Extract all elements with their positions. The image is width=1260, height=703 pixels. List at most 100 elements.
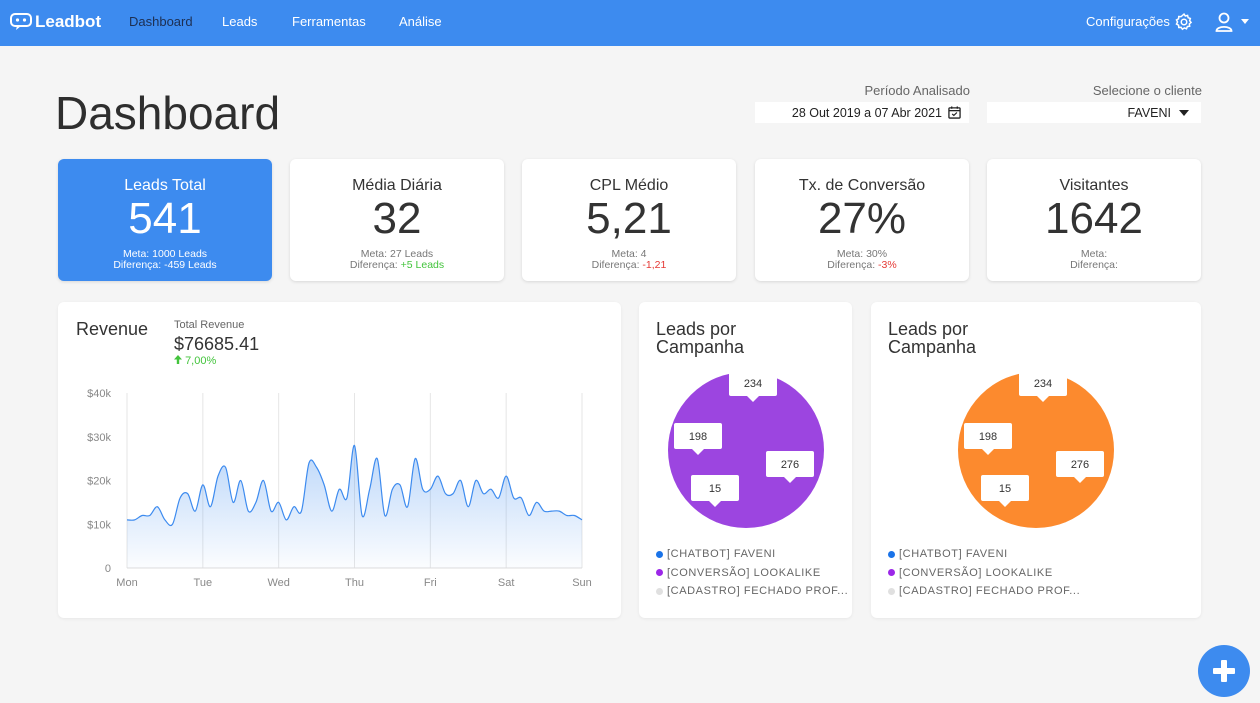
plus-icon [1213, 660, 1235, 682]
kpi-value: 541 [128, 194, 202, 243]
kpi-meta: Meta: [1080, 248, 1108, 260]
revenue-line [126, 444, 583, 527]
user-menu-caret-icon[interactable] [1241, 19, 1249, 24]
data-label-pointer [982, 449, 994, 455]
data-label-text: 198 [979, 431, 997, 443]
legend-dot [656, 569, 663, 577]
pie-title: Leads por Campanha [656, 319, 745, 357]
y-tick-label: $30k [87, 432, 111, 444]
total-revenue-value: $76685.41 [174, 334, 260, 354]
kpi-diff: Diferença: +5 Leads [349, 259, 445, 271]
kpi-value: 27% [817, 194, 907, 243]
client-select[interactable]: FAVENI [987, 102, 1201, 123]
legend-item[interactable]: [CONVERSÃO] LOOKALIKE [888, 564, 1080, 583]
add-button[interactable] [1198, 645, 1250, 697]
data-label-bubble [729, 370, 777, 396]
y-tick-label: $20k [87, 476, 111, 488]
kpi-title: Leads Total [124, 177, 206, 194]
revenue-area [127, 445, 582, 568]
pie-data-label: 198 [674, 423, 722, 455]
data-label-text: 198 [689, 431, 707, 443]
pie-legend: [CHATBOT] FAVENI [CONVERSÃO] LOOKALIKE [… [888, 545, 1080, 601]
nav-ferramentas[interactable]: Ferramentas [292, 14, 366, 29]
data-label-bubble [674, 423, 722, 449]
data-label-text: 15 [999, 483, 1011, 495]
total-revenue-label: Total Revenue [174, 319, 245, 331]
pie-chart: 234 276 15 198 [668, 370, 824, 528]
kpi-diff: Diferença: -459 Leads [113, 259, 217, 271]
x-tick-label: Fri [424, 577, 437, 589]
kpi-card-media-diaria[interactable]: Média Diária 32 Meta: 27 Leads Diferença… [290, 159, 504, 281]
pie-data-label: 15 [691, 475, 739, 507]
user-icon[interactable] [1215, 12, 1233, 32]
legend-item[interactable]: [CHATBOT] FAVENI [656, 545, 848, 564]
top-navbar: Leadbot Dashboard Leads Ferramentas Anál… [0, 0, 1260, 46]
data-label-text: 234 [744, 378, 762, 390]
nav-leads[interactable]: Leads [222, 14, 258, 29]
data-label-pointer [692, 449, 704, 455]
x-tick-label: Sat [498, 577, 515, 589]
data-label-bubble [1056, 451, 1104, 477]
settings-link[interactable]: Configurações [1086, 14, 1170, 29]
legend-item[interactable]: [CADASTRO] FECHADO PROF... [656, 582, 848, 601]
period-picker[interactable]: 28 Out 2019 a 07 Abr 2021 [755, 102, 969, 123]
kpi-card-tx-conversao[interactable]: Tx. de Conversão 27% Meta: 30% Diferença… [755, 159, 969, 281]
legend-item[interactable]: [CHATBOT] FAVENI [888, 545, 1080, 564]
kpi-card-cpl-medio[interactable]: CPL Médio 5,21 Meta: 4 Diferença: -1,21 [522, 159, 736, 281]
revenue-area-chart: 0 $10k $20k $30k $40k Mon Tue Wed Thu Fri Sat Sun [87, 388, 592, 589]
nav-analise[interactable]: Análise [399, 14, 442, 29]
chevron-down-icon [1179, 109, 1189, 116]
kpi-value: 32 [372, 194, 422, 243]
client-value: FAVENI [1127, 105, 1171, 120]
kpi-value: 1642 [1045, 194, 1143, 243]
x-tick-label: Thu [345, 577, 364, 589]
kpi-title: Visitantes [1059, 177, 1129, 194]
pie-data-label: 198 [964, 423, 1012, 455]
kpi-diff: Diferença: -3% [827, 259, 897, 271]
pie-data-label: 276 [1056, 451, 1104, 483]
pie-data-label: 276 [766, 451, 814, 483]
x-tick-label: Tue [194, 577, 213, 589]
data-label-bubble [691, 475, 739, 501]
revenue-title: Revenue [76, 319, 149, 339]
legend-dot [888, 587, 895, 595]
period-value: 28 Out 2019 a 07 Abr 2021 [791, 105, 942, 120]
data-label-bubble [766, 451, 814, 477]
legend-item[interactable]: [CONVERSÃO] LOOKALIKE [656, 564, 848, 583]
gear-icon[interactable] [1174, 12, 1194, 32]
x-tick-label: Sun [572, 577, 592, 589]
kpi-title: CPL Médio [589, 177, 669, 194]
kpi-diff: Diferença: [1070, 259, 1118, 271]
pie-legend: [CHATBOT] FAVENI [CONVERSÃO] LOOKALIKE [… [656, 545, 848, 601]
y-tick-label: 0 [105, 563, 111, 575]
pie-chart: 234 276 15 198 [958, 370, 1114, 528]
kpi-card-leads-total[interactable]: Leads Total 541 Meta: 1000 Leads Diferen… [58, 159, 272, 281]
pie-panel-2: Leads por Campanha 234 276 15 198 [CHATBOT] … [871, 302, 1201, 618]
kpi-title: Tx. de Conversão [798, 177, 926, 194]
pie-data-label: 15 [981, 475, 1029, 507]
kpi-diff-value: +5 Leads [400, 259, 445, 271]
page-title: Dashboard [55, 87, 281, 139]
data-label-text: 276 [781, 459, 799, 471]
brand-name: Leadbot [35, 12, 102, 31]
legend-dot [888, 569, 895, 577]
period-label: Período Analisado [864, 83, 970, 98]
kpi-title: Média Diária [352, 177, 442, 194]
legend-item[interactable]: [CADASTRO] FECHADO PROF... [888, 582, 1080, 601]
data-label-text: 276 [1071, 459, 1089, 471]
chat-bot-icon [10, 13, 32, 30]
arrow-up-icon [174, 355, 182, 364]
pie-panel-1: Leads por Campanha 234 276 15 198 [CHATBOT] … [639, 302, 852, 618]
brand-logo[interactable]: Leadbot [10, 11, 101, 33]
data-label-pointer [1074, 477, 1086, 483]
kpi-diff-value: -459 Leads [164, 259, 217, 271]
legend-dot [656, 550, 663, 558]
client-label: Selecione o cliente [1092, 83, 1202, 98]
data-label-text: 234 [1034, 378, 1052, 390]
kpi-meta: Meta: 4 [611, 248, 647, 260]
nav-dashboard[interactable]: Dashboard [129, 14, 193, 29]
calendar-icon [948, 106, 961, 119]
pie-data-label: 234 [1019, 370, 1067, 402]
revenue-change: 7,00% [174, 355, 216, 367]
kpi-card-visitantes[interactable]: Visitantes 1642 Meta: Diferença: [987, 159, 1201, 281]
